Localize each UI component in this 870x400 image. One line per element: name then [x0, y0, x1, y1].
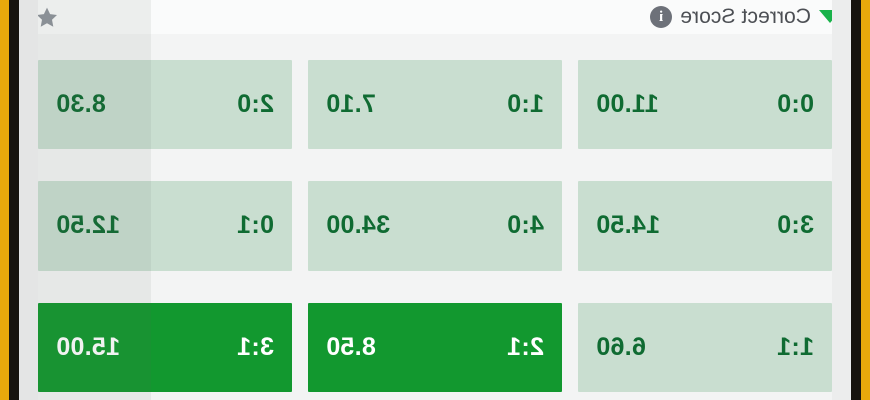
- odds-value: 34.00: [326, 211, 391, 240]
- score-label: 0:0: [776, 90, 814, 119]
- odds-cell[interactable]: 2:0 8.30: [38, 60, 292, 150]
- frame-bezel-right: [851, 0, 861, 400]
- mirrored-app-viewport: Correct Score i 0:0 11.00: [19, 0, 851, 400]
- odds-cell[interactable]: 2:1 8.50: [308, 302, 562, 392]
- odds-cell[interactable]: 4:0 34.00: [308, 181, 562, 271]
- odds-value: 8.50: [326, 332, 376, 361]
- score-label: 0:1: [236, 211, 274, 240]
- odds-value: 12.50: [56, 211, 121, 240]
- star-icon[interactable]: [35, 5, 59, 29]
- odds-value: 8.30: [56, 90, 106, 119]
- market-title: Correct Score: [680, 5, 811, 28]
- odds-value: 6.60: [596, 332, 646, 361]
- frame-bezel-left: [9, 0, 19, 400]
- odds-value: 11.00: [596, 90, 659, 119]
- score-label: 4:0: [506, 211, 544, 240]
- odds-value: 15.00: [56, 332, 121, 361]
- score-label: 1:0: [506, 90, 544, 119]
- market-header-left: Correct Score i: [650, 5, 841, 29]
- chevron-down-icon[interactable]: [819, 9, 841, 23]
- odds-cell[interactable]: 0:0 11.00: [578, 60, 832, 150]
- score-label: 1:1: [776, 332, 814, 361]
- score-label: 2:0: [236, 90, 274, 119]
- odds-value: 14.50: [596, 211, 661, 240]
- score-label: 2:1: [506, 332, 544, 361]
- odds-cell[interactable]: 3:1 15.00: [38, 302, 292, 392]
- odds-cell[interactable]: 1:0 7.10: [308, 60, 562, 150]
- frame-edge-left: [0, 0, 9, 400]
- score-label: 3:0: [776, 211, 814, 240]
- panel-gutter-right: [19, 0, 38, 400]
- odds-cell[interactable]: 0:1 12.50: [38, 181, 292, 271]
- odds-cell[interactable]: 3:0 14.50: [578, 181, 832, 271]
- correct-score-grid: 0:0 11.00 1:0 7.10 2:0 8.30 3:0 14.50: [38, 60, 832, 392]
- info-icon[interactable]: i: [650, 6, 673, 28]
- score-label: 3:1: [236, 332, 274, 361]
- odds-value: 7.10: [326, 90, 376, 119]
- market-header[interactable]: Correct Score i: [19, 0, 851, 34]
- frame-edge-right: [861, 0, 870, 400]
- panel-gutter-left: [832, 0, 851, 400]
- odds-cell[interactable]: 1:1 6.60: [578, 302, 832, 392]
- market-card: Correct Score i 0:0 11.00: [19, 0, 851, 400]
- betting-app: Correct Score i 0:0 11.00: [19, 0, 851, 400]
